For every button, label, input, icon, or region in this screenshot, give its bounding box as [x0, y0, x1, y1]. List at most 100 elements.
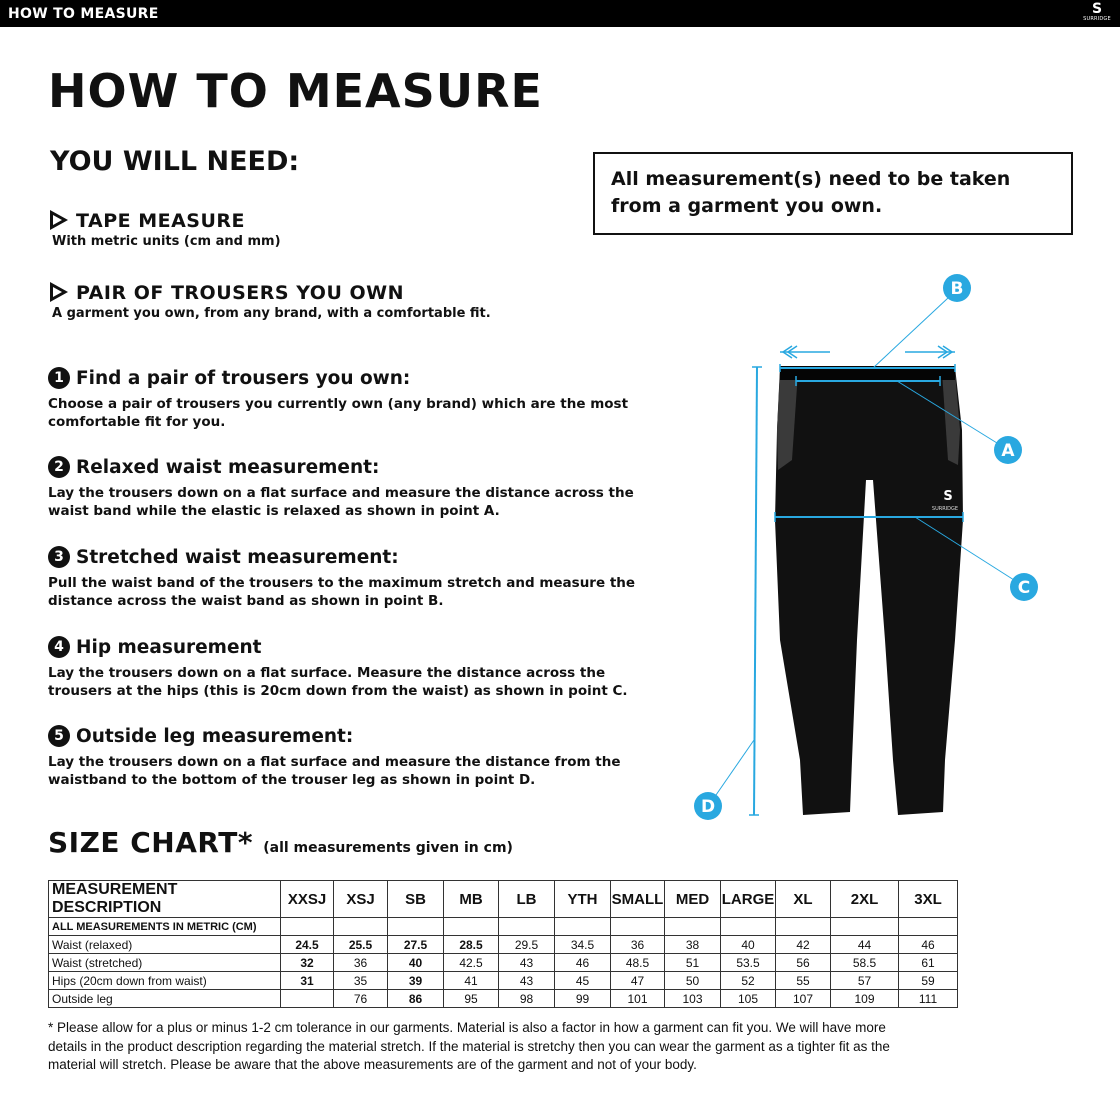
table-cell: 48.5: [610, 953, 665, 972]
table-cell: 38: [664, 935, 721, 954]
requirement-title: TAPE MEASURE: [76, 210, 246, 232]
table-cell: 39: [387, 971, 444, 990]
brand-logo: S SURRIDGE: [1083, 1, 1111, 22]
trousers-image: S SURRIDGE: [775, 366, 963, 815]
requirement-tape-measure: TAPE MEASURE With metric units (cm and m…: [50, 210, 281, 249]
table-cell: 59: [898, 971, 958, 990]
table-cell: 27.5: [387, 935, 444, 954]
step-2: 2 Relaxed waist measurement: Lay the trou…: [48, 456, 648, 520]
table-cell: [280, 917, 334, 936]
table-cell: [720, 917, 776, 936]
table-cell: 107: [775, 989, 831, 1008]
requirement-title: PAIR OF TROUSERS YOU OWN: [76, 282, 404, 304]
row-label: Waist (stretched): [48, 953, 281, 972]
table-cell: 28.5: [443, 935, 499, 954]
label-a: A: [994, 436, 1022, 464]
table-row: ALL MEASUREMENTS IN METRIC (CM): [48, 917, 958, 936]
table-cell: 76: [333, 989, 388, 1008]
footnote: * Please allow for a plus or minus 1-2 c…: [48, 1020, 890, 1072]
step-text: Pull the waist band of the trousers to t…: [48, 575, 636, 609]
step-5: 5 Outside leg measurement: Lay the trouse…: [48, 725, 648, 789]
table-cell: [443, 917, 499, 936]
garment-logo-icon: S: [943, 489, 952, 504]
table-header-row: MEASUREMENT DESCRIPTION XXSJ XSJ SB MB LB YTH S…: [48, 880, 958, 918]
table-row: Outside leg 76 86 95 98 99 101 103 105 107 109 111: [48, 989, 958, 1008]
asterisk: *: [237, 826, 253, 859]
table-cell: 98: [498, 989, 555, 1008]
requirement-subtitle: A garment you own, from any brand, with …: [52, 306, 491, 321]
step-title: Find a pair of trousers you own:: [76, 367, 411, 389]
column-header: SMALL: [610, 880, 665, 918]
row-label: Waist (relaxed): [48, 935, 281, 954]
measure-line-b: [779, 297, 956, 372]
note-box: All measurement(s) need to be taken from…: [593, 152, 1073, 235]
column-header: YTH: [554, 880, 611, 918]
table-cell: 95: [443, 989, 499, 1008]
step-title: Stretched waist measurement:: [76, 546, 399, 568]
column-header: LB: [498, 880, 555, 918]
step-number-icon: 1: [48, 367, 70, 389]
step-4: 4 Hip measurement Lay the trousers down o…: [48, 636, 648, 700]
column-header: LARGE: [720, 880, 776, 918]
table-cell: 103: [664, 989, 721, 1008]
top-bar-title: HOW TO MEASURE: [8, 6, 159, 22]
table-cell: 99: [554, 989, 611, 1008]
step-number-icon: 5: [48, 725, 70, 747]
step-title: Outside leg measurement:: [76, 725, 354, 747]
svg-text:C: C: [1018, 578, 1030, 598]
column-header: XXSJ: [280, 880, 334, 918]
you-will-need-heading: YOU WILL NEED:: [50, 146, 300, 177]
svg-text:A: A: [1001, 441, 1015, 461]
step-number-icon: 3: [48, 546, 70, 568]
step-text: Lay the trousers down on a flat surface …: [48, 485, 634, 519]
size-chart-table: MEASUREMENT DESCRIPTION XXSJ XSJ SB MB LB YTH S…: [48, 880, 958, 1008]
page-title: HOW TO MEASURE: [48, 64, 543, 118]
column-header: MB: [443, 880, 499, 918]
table-cell: 109: [830, 989, 899, 1008]
table-cell: 57: [830, 971, 899, 990]
table-cell: 44: [830, 935, 899, 954]
row-label: Outside leg: [48, 989, 281, 1008]
measure-line-c: [774, 512, 1015, 581]
size-chart-subtitle: (all measurements given in cm): [263, 840, 513, 856]
label-d: D: [694, 792, 722, 820]
step-title: Hip measurement: [76, 636, 262, 658]
table-cell: 36: [610, 935, 665, 954]
requirement-subtitle: With metric units (cm and mm): [52, 234, 281, 249]
size-chart-title: SIZE CHART: [48, 826, 238, 859]
column-header: 2XL: [830, 880, 899, 918]
size-chart-heading: SIZE CHART* (all measurements given in c…: [48, 826, 513, 859]
step-title: Relaxed waist measurement:: [76, 456, 380, 478]
table-cell: [554, 917, 611, 936]
requirement-trousers: PAIR OF TROUSERS YOU OWN A garment you o…: [50, 282, 491, 321]
table-cell: 43: [498, 971, 555, 990]
table-cell: 50: [664, 971, 721, 990]
column-header: MEASUREMENT DESCRIPTION: [48, 880, 281, 918]
table-cell: [333, 917, 388, 936]
table-cell: 53.5: [720, 953, 776, 972]
table-row: Waist (relaxed) 24.5 25.5 27.5 28.5 29.5 34.5 3…: [48, 935, 958, 954]
table-cell: 45: [554, 971, 611, 990]
table-cell: 43: [498, 953, 555, 972]
table-cell: 46: [554, 953, 611, 972]
step-1: 1 Find a pair of trousers you own: Choose…: [48, 367, 648, 431]
svg-text:SURRIDGE: SURRIDGE: [932, 506, 958, 512]
table-cell: 41: [443, 971, 499, 990]
table-cell: 32: [280, 953, 334, 972]
table-cell: [280, 989, 334, 1008]
label-c: C: [1010, 573, 1038, 601]
top-bar: HOW TO MEASURE S SURRIDGE: [0, 0, 1120, 27]
table-row: Waist (stretched) 32 36 40 42.5 43 46 48.5 51 53.…: [48, 953, 958, 972]
table-cell: 25.5: [333, 935, 388, 954]
table-cell: 111: [898, 989, 958, 1008]
row-label: Hips (20cm down from waist): [48, 971, 281, 990]
table-cell: 101: [610, 989, 665, 1008]
table-cell: 86: [387, 989, 444, 1008]
measure-line-a: [795, 376, 998, 444]
trousers-diagram: S SURRIDGE B A C D: [694, 274, 1038, 820]
label-b: B: [943, 274, 971, 302]
table-cell: 34.5: [554, 935, 611, 954]
table-cell: 29.5: [498, 935, 555, 954]
row-label: ALL MEASUREMENTS IN METRIC (CM): [48, 917, 281, 936]
play-triangle-icon: [50, 282, 68, 302]
